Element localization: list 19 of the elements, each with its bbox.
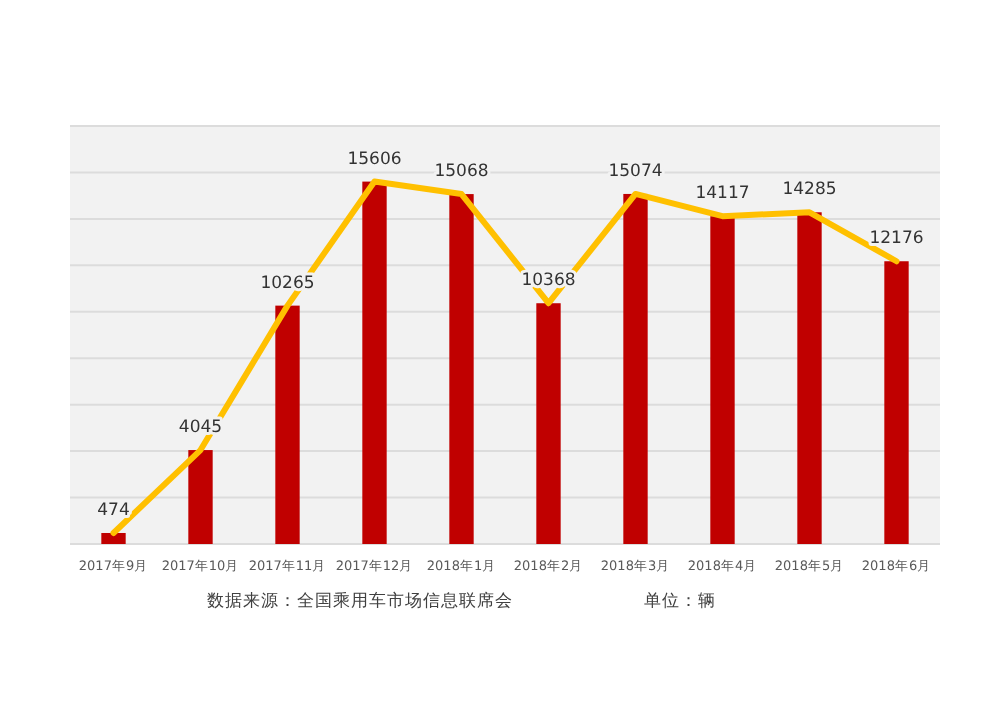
source-note: 数据来源：全国乘用车市场信息联席会 xyxy=(207,590,513,612)
data-label: 14285 xyxy=(782,180,837,201)
data-label: 474 xyxy=(97,500,130,521)
data-label: 12176 xyxy=(869,229,924,250)
bar xyxy=(275,305,300,544)
data-label: 15074 xyxy=(608,161,663,182)
bar xyxy=(797,212,822,544)
data-label: 14117 xyxy=(695,184,750,205)
bar xyxy=(362,181,387,544)
data-label: 15606 xyxy=(347,149,402,170)
bar xyxy=(536,303,561,544)
text: 单位：辆 xyxy=(644,590,716,612)
bar xyxy=(188,450,213,544)
bar xyxy=(884,261,909,544)
bar xyxy=(623,193,648,544)
bar xyxy=(101,532,126,544)
bar xyxy=(710,216,735,544)
data-label: 15068 xyxy=(434,162,489,183)
bar xyxy=(449,194,474,544)
